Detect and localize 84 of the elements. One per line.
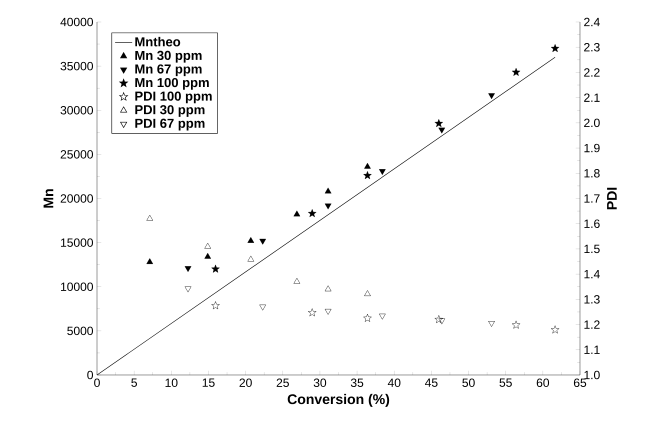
point	[308, 209, 316, 218]
y2-tick-label: 2.2	[584, 68, 600, 77]
point	[248, 237, 254, 243]
x-tick-label: 60	[536, 378, 550, 388]
legend-label: PDI 30 ppm	[135, 105, 204, 117]
y2-tick-label: 1.4	[584, 270, 600, 278]
point	[211, 264, 220, 273]
legend-label: Mn 67 ppm	[135, 64, 202, 76]
point	[550, 325, 560, 334]
point	[434, 315, 444, 324]
y2-tick-label: 2.1	[584, 93, 600, 102]
x-tick-label: 15	[202, 378, 215, 387]
point	[294, 278, 300, 284]
point	[308, 308, 316, 316]
y2-tick-label: 1.2	[584, 320, 600, 329]
point	[363, 314, 372, 322]
y2-tick-label: 1.9	[584, 144, 600, 152]
point	[488, 93, 495, 100]
x-tick-label: 65	[574, 378, 586, 388]
x-tick-label: 35	[350, 378, 364, 388]
y-tick-label: 25000	[60, 150, 93, 159]
y2-tick-label: 1.0	[584, 370, 600, 380]
point	[146, 214, 154, 221]
point	[324, 188, 332, 194]
point	[550, 44, 560, 52]
x-tick-label: 20	[240, 378, 252, 388]
point	[438, 128, 446, 134]
point	[184, 266, 192, 272]
point	[184, 286, 192, 292]
legend-label: Mn 100 ppm	[135, 78, 209, 90]
x-tick-label: 50	[462, 378, 475, 388]
y2-tick-label: 2.4	[584, 18, 600, 26]
point	[379, 314, 386, 320]
point	[512, 68, 520, 76]
x-tick-label: 0	[94, 378, 100, 388]
point	[512, 320, 520, 329]
point	[434, 119, 444, 128]
point	[379, 169, 386, 175]
y-tick-label: 15000	[61, 238, 93, 247]
x-tick-label: 30	[314, 378, 326, 388]
y2-axis-title: PDI	[607, 188, 617, 210]
y2-tick-label: 1.3	[584, 295, 600, 304]
y-tick-label: 10000	[61, 282, 93, 291]
y-tick-label: 30000	[60, 106, 93, 114]
y-axis-title: Mn	[44, 189, 54, 208]
legend-label: Mn 30 ppm	[135, 50, 202, 63]
x-tick-label: 5	[131, 378, 137, 387]
y-tick-label: 40000	[60, 18, 93, 26]
legend-label: Mntheo	[135, 36, 180, 46]
point	[204, 242, 212, 249]
y-tick-label: 5000	[67, 326, 94, 336]
y2-tick-label: 1.5	[584, 244, 600, 254]
x-axis-title: Conversion (%)	[288, 394, 390, 407]
x-tick-label: 55	[500, 378, 512, 387]
y2-tick-label: 1.8	[584, 169, 600, 178]
point	[324, 204, 332, 210]
y2-tick-label: 2.3	[584, 42, 600, 52]
y-tick-label: 0	[87, 370, 94, 380]
point	[259, 304, 266, 310]
x-tick-label: 10	[166, 378, 178, 388]
y2-tick-label: 1.1	[584, 346, 600, 354]
point	[364, 162, 371, 169]
point	[363, 171, 372, 180]
x-tick-label: 25	[276, 378, 289, 388]
point	[324, 285, 332, 292]
legend-label: PDI 67 ppm	[135, 118, 204, 130]
x-tick-label: 45	[424, 378, 438, 387]
point	[259, 238, 266, 245]
point	[324, 308, 332, 315]
legend-label: PDI 100 ppm	[135, 92, 212, 104]
y-tick-label: 35000	[60, 62, 93, 70]
point	[438, 318, 446, 324]
point	[364, 290, 371, 296]
y2-tick-label: 1.6	[584, 219, 600, 228]
point	[211, 301, 220, 310]
point	[146, 258, 154, 264]
y-tick-label: 20000	[60, 194, 93, 203]
point	[294, 210, 300, 216]
point	[488, 321, 495, 327]
point	[248, 256, 254, 262]
x-tick-label: 40	[388, 378, 400, 388]
y2-tick-label: 2.0	[584, 118, 600, 128]
point	[204, 252, 212, 259]
y2-tick-label: 1.7	[584, 194, 600, 203]
